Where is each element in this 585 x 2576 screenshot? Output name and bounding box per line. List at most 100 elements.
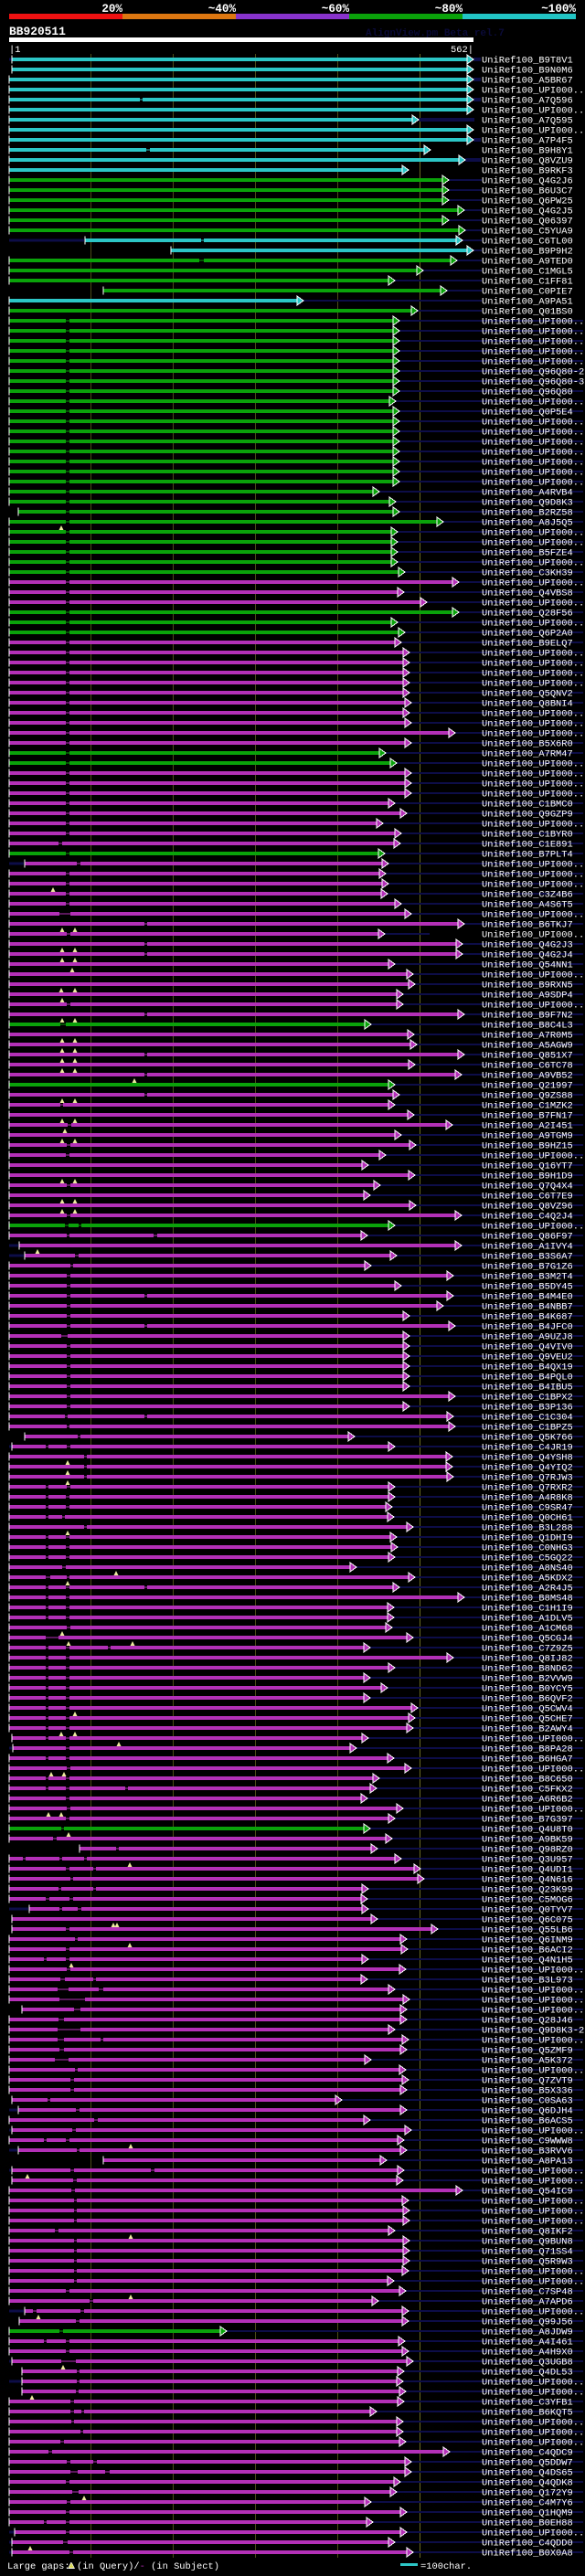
svg-text:UniRef100_B7PLT4: UniRef100_B7PLT4 [482, 850, 573, 861]
svg-text:UniRef100_B6TKJ7: UniRef100_B6TKJ7 [482, 920, 573, 931]
svg-text:UniRef100_B8C650: UniRef100_B8C650 [482, 1775, 573, 1786]
svg-text:UniRef100_C0NHG3: UniRef100_C0NHG3 [482, 1543, 573, 1554]
svg-text:UniRef100_UPI000..: UniRef100_UPI000.. [482, 1765, 584, 1776]
svg-text:UniRef100_B3RVV6: UniRef100_B3RVV6 [482, 2147, 573, 2157]
svg-text:UniRef100_Q7RXR2: UniRef100_Q7RXR2 [482, 1483, 573, 1494]
svg-text:UniRef100_C4QDD0: UniRef100_C4QDD0 [482, 2539, 573, 2549]
svg-text:20%: 20% [101, 3, 122, 16]
svg-text:562|: 562| [451, 45, 473, 56]
svg-text:UniRef100_A5KDX2: UniRef100_A5KDX2 [482, 1574, 573, 1585]
svg-text:UniRef100_A7RM47: UniRef100_A7RM47 [482, 749, 573, 760]
svg-text:UniRef100_B4QX19: UniRef100_B4QX19 [482, 1362, 573, 1373]
svg-text:UniRef100_UPI000..: UniRef100_UPI000.. [482, 418, 584, 429]
svg-text:UniRef100_C5GQ22: UniRef100_C5GQ22 [482, 1553, 573, 1564]
svg-text:UniRef100_B9P9H2: UniRef100_B9P9H2 [482, 247, 573, 258]
svg-text:UniRef100_B5X336: UniRef100_B5X336 [482, 2086, 573, 2097]
svg-text:UniRef100_Q98RZ0: UniRef100_Q98RZ0 [482, 1845, 573, 1856]
svg-text:UniRef100_UPI000..: UniRef100_UPI000.. [482, 659, 584, 670]
svg-text:UniRef100_A7Q596: UniRef100_A7Q596 [482, 96, 573, 107]
svg-text:UniRef100_UPI000..: UniRef100_UPI000.. [482, 468, 584, 479]
svg-text:UniRef100_UPI000..: UniRef100_UPI000.. [482, 619, 584, 630]
svg-text:UniRef100_UPI000..: UniRef100_UPI000.. [482, 860, 584, 871]
svg-text:UniRef100_UPI000..: UniRef100_UPI000.. [482, 558, 584, 569]
svg-text:UniRef100_B8ND62: UniRef100_B8ND62 [482, 1664, 573, 1675]
svg-text:UniRef100_Q86F97: UniRef100_Q86F97 [482, 1232, 573, 1243]
svg-text:UniRef100_Q16YT7: UniRef100_Q16YT7 [482, 1161, 573, 1172]
svg-text:UniRef100_Q4VIV0: UniRef100_Q4VIV0 [482, 1342, 573, 1353]
svg-text:UniRef100_A9UZJ8: UniRef100_A9UZJ8 [482, 1332, 573, 1343]
svg-text:UniRef100_Q5K766: UniRef100_Q5K766 [482, 1433, 573, 1444]
svg-text:UniRef100_Q0P5E4: UniRef100_Q0P5E4 [482, 408, 573, 419]
svg-text:UniRef100_Q7RJW3: UniRef100_Q7RJW3 [482, 1473, 573, 1484]
svg-text:UniRef100_Q4G2J6: UniRef100_Q4G2J6 [482, 176, 573, 187]
svg-text:UniRef100_A9BK59: UniRef100_A9BK59 [482, 1835, 573, 1846]
svg-text:UniRef100_C4QDC9: UniRef100_C4QDC9 [482, 2448, 573, 2459]
svg-text:UniRef100_Q1HQM9: UniRef100_Q1HQM9 [482, 2508, 573, 2519]
svg-text:UniRef100_UPI000..: UniRef100_UPI000.. [482, 820, 584, 831]
svg-text:UniRef100_B6ACI2: UniRef100_B6ACI2 [482, 1945, 573, 1956]
svg-text:UniRef100_C5FKX2: UniRef100_C5FKX2 [482, 1785, 573, 1796]
svg-text:UniRef100_B0EH88: UniRef100_B0EH88 [482, 2518, 573, 2529]
svg-text:UniRef100_A4H9X0: UniRef100_A4H9X0 [482, 2348, 573, 2359]
svg-text:UniRef100_UPI000..: UniRef100_UPI000.. [482, 337, 584, 348]
svg-text:UniRef100_C1MGL5: UniRef100_C1MGL5 [482, 267, 573, 278]
svg-text:UniRef100_Q5ZMF9: UniRef100_Q5ZMF9 [482, 2046, 573, 2057]
svg-text:UniRef100_UPI000..: UniRef100_UPI000.. [482, 1001, 584, 1012]
svg-text:UniRef100_Q96Q80-2: UniRef100_Q96Q80-2 [482, 367, 584, 378]
svg-text:UniRef100_UPI000..: UniRef100_UPI000.. [482, 870, 584, 881]
svg-text:UniRef100_UPI000..: UniRef100_UPI000.. [482, 2388, 584, 2399]
svg-text:UniRef100_Q6PW25: UniRef100_Q6PW25 [482, 196, 573, 207]
svg-text:UniRef100_UPI000..: UniRef100_UPI000.. [482, 578, 584, 589]
svg-text:UniRef100_A9SDP4: UniRef100_A9SDP4 [482, 991, 573, 1002]
svg-text:UniRef100_Q28J46: UniRef100_Q28J46 [482, 2016, 573, 2027]
svg-text:UniRef100_B2AWY4: UniRef100_B2AWY4 [482, 1724, 573, 1735]
svg-text:UniRef100_A8NS40: UniRef100_A8NS40 [482, 1564, 573, 1574]
svg-text:BB920511: BB920511 [9, 25, 66, 38]
svg-text:|1: |1 [9, 45, 20, 56]
svg-text:UniRef100_Q4VBS8: UniRef100_Q4VBS8 [482, 588, 573, 599]
svg-text:UniRef100_B6HGA7: UniRef100_B6HGA7 [482, 1754, 573, 1765]
svg-text:UniRef100_C1C304: UniRef100_C1C304 [482, 1413, 573, 1424]
svg-text:UniRef100_UPI000..: UniRef100_UPI000.. [482, 709, 584, 720]
svg-text:UniRef100_Q99J56: UniRef100_Q99J56 [482, 2317, 573, 2328]
svg-text:UniRef100_B4K687: UniRef100_B4K687 [482, 1312, 573, 1323]
svg-text:UniRef100_Q3U957: UniRef100_Q3U957 [482, 1855, 573, 1866]
svg-text:UniRef100_A7Q595: UniRef100_A7Q595 [482, 116, 573, 127]
svg-text:UniRef100_UPI000..: UniRef100_UPI000.. [482, 528, 584, 539]
svg-text:UniRef100_B4NBB7: UniRef100_B4NBB7 [482, 1302, 573, 1313]
svg-text:UniRef100_Q1DHI9: UniRef100_Q1DHI9 [482, 1533, 573, 1544]
svg-text:~40%: ~40% [208, 3, 237, 16]
svg-text:UniRef100_UPI000..: UniRef100_UPI000.. [482, 2307, 584, 2318]
svg-text:UniRef100_Q06397: UniRef100_Q06397 [482, 217, 573, 228]
svg-text:UniRef100_C1BMC0: UniRef100_C1BMC0 [482, 800, 573, 811]
svg-text:UniRef100_C9WWW8: UniRef100_C9WWW8 [482, 2136, 573, 2147]
svg-text:UniRef100_Q9GZP9: UniRef100_Q9GZP9 [482, 810, 573, 821]
svg-text:~80%: ~80% [435, 3, 463, 16]
svg-text:-: - [140, 2561, 145, 2572]
svg-text:UniRef100_UPI000..: UniRef100_UPI000.. [482, 679, 584, 690]
svg-text:UniRef100_C1BPX2: UniRef100_C1BPX2 [482, 1393, 573, 1404]
svg-text:UniRef100_UPI000..: UniRef100_UPI000.. [482, 327, 584, 338]
svg-text:UniRef100_B5X6R0: UniRef100_B5X6R0 [482, 739, 573, 750]
svg-text:UniRef100_A9TED0: UniRef100_A9TED0 [482, 257, 573, 268]
svg-text:UniRef100_B6U3C7: UniRef100_B6U3C7 [482, 186, 573, 197]
svg-text:UniRef100_UPI000..: UniRef100_UPI000.. [482, 538, 584, 549]
svg-text:UniRef100_UPI000..: UniRef100_UPI000.. [482, 880, 584, 891]
svg-text:UniRef100_A2I451: UniRef100_A2I451 [482, 1121, 573, 1132]
svg-text:UniRef100_Q4N616: UniRef100_Q4N616 [482, 1875, 573, 1886]
svg-text:UniRef100_B9H8Y1: UniRef100_B9H8Y1 [482, 146, 573, 157]
svg-text:UniRef100_UPI000..: UniRef100_UPI000.. [482, 398, 584, 408]
svg-text:UniRef100_Q71SS4: UniRef100_Q71SS4 [482, 2247, 573, 2258]
svg-text:UniRef100_Q4G2J3: UniRef100_Q4G2J3 [482, 940, 573, 951]
svg-text:UniRef100_Q9D8K3: UniRef100_Q9D8K3 [482, 498, 573, 509]
svg-text:UniRef100_Q23K99: UniRef100_Q23K99 [482, 1885, 573, 1896]
svg-text:UniRef100_C3KH39: UniRef100_C3KH39 [482, 568, 573, 579]
svg-text:UniRef100_UPI000..: UniRef100_UPI000.. [482, 1805, 584, 1816]
svg-text:UniRef100_Q9VEU2: UniRef100_Q9VEU2 [482, 1352, 573, 1363]
svg-text:UniRef100_B4IBU5: UniRef100_B4IBU5 [482, 1383, 573, 1394]
svg-text:UniRef100_Q9BUN8: UniRef100_Q9BUN8 [482, 2237, 573, 2248]
svg-text:UniRef100_A5K372: UniRef100_A5K372 [482, 2056, 573, 2067]
svg-text:UniRef100_B9H1D9: UniRef100_B9H1D9 [482, 1171, 573, 1182]
svg-text:UniRef100_B9RKF3: UniRef100_B9RKF3 [482, 166, 573, 177]
svg-text:UniRef100_C5YUA9: UniRef100_C5YUA9 [482, 227, 573, 238]
